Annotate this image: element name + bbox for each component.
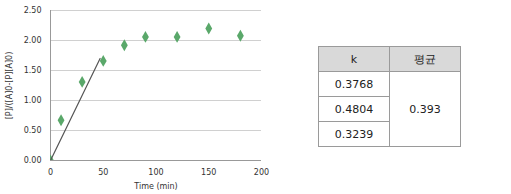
svg-text:50: 50 (98, 168, 108, 177)
html-text:평균: 평균 (414, 52, 436, 66)
svg-text:1.00: 1.00 (24, 96, 42, 105)
svg-text:2.50: 2.50 (24, 6, 42, 15)
svg-text:150: 150 (201, 168, 216, 177)
svg-text:0.00: 0.00 (24, 156, 42, 165)
svg-text:1.50: 1.50 (24, 66, 42, 75)
html-text:0.3768: 0.3768 (334, 77, 374, 91)
html-text:0.393: 0.393 (409, 102, 441, 116)
svg-text:100: 100 (148, 168, 163, 177)
svg-text:2.00: 2.00 (24, 36, 42, 45)
html-text:0.3239: 0.3239 (334, 127, 374, 141)
svg-text:0: 0 (48, 168, 53, 177)
svg-text:200: 200 (254, 168, 269, 177)
svg-text:[P]/([A]0-[P][A]0): [P]/([A]0-[P][A]0) (5, 52, 14, 120)
svg-text:Time (min): Time (min) (133, 182, 177, 191)
html-text:0.4804: 0.4804 (334, 102, 374, 116)
html-text:k: k (350, 52, 358, 66)
svg-text:0.50: 0.50 (24, 126, 42, 135)
